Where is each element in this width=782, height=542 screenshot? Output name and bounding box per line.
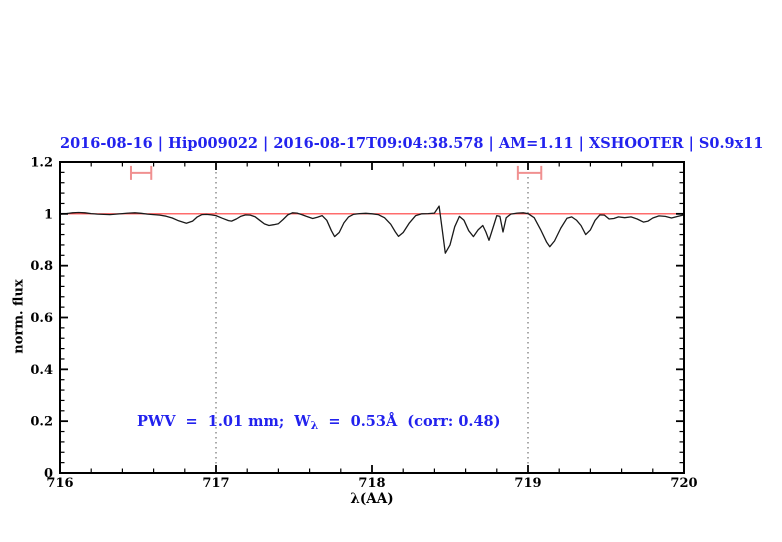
y-axis-label: norm. flux: [11, 279, 27, 354]
x-axis-label: λ(AA): [350, 491, 394, 507]
y-tick-label-0.8: 0.8: [30, 259, 53, 274]
pwv-annotation-lambda-subscript: λ: [310, 419, 319, 432]
x-tick-label-718: 718: [358, 476, 385, 491]
y-tick-label-0.2: 0.2: [30, 415, 53, 430]
y-tick-label-0: 0: [44, 467, 53, 482]
y-tick-label-1: 1: [44, 207, 53, 222]
pwv-annotation: PWV = 1.01 mm; Wλ = 0.53Å (corr: 0.48): [137, 413, 501, 432]
pwv-annotation-prefix: PWV = 1.01 mm; W: [137, 413, 311, 430]
spectrum-line: [59, 205, 685, 254]
x-tick-label-720: 720: [670, 476, 697, 491]
plot-title: 2016-08-16 | Hip009022 | 2016-08-17T09:0…: [60, 135, 764, 152]
y-tick-label-1.2: 1.2: [30, 156, 53, 171]
y-tick-label-0.6: 0.6: [30, 311, 53, 326]
x-tick-label-716: 716: [46, 476, 73, 491]
x-tick-label-719: 719: [514, 476, 541, 491]
pwv-annotation-suffix: = 0.53Å (corr: 0.48): [318, 413, 501, 430]
x-tick-label-717: 717: [202, 476, 229, 491]
y-tick-label-0.4: 0.4: [30, 363, 53, 378]
